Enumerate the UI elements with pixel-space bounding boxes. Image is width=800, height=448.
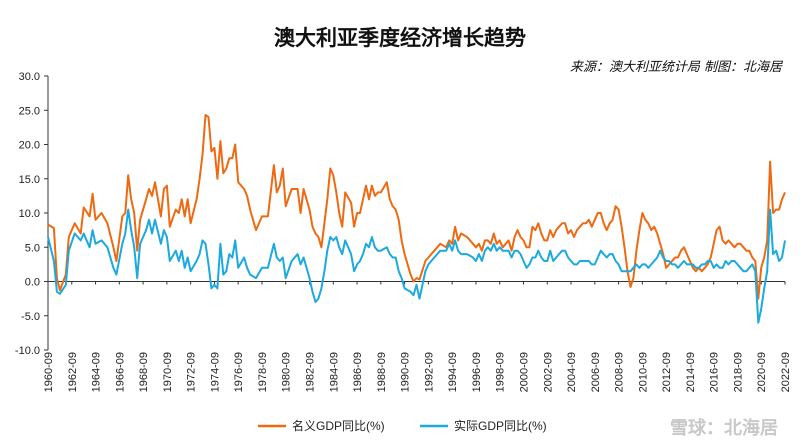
- y-tick-label: 30.0: [19, 71, 40, 83]
- series-line-real-gdp: [47, 208, 786, 324]
- y-tick-label: -5.0: [21, 311, 40, 323]
- x-tick-label: 1984-09: [328, 352, 340, 392]
- x-tick-label: 2002-09: [542, 352, 554, 392]
- legend-label: 实际GDP同比(%): [454, 418, 547, 433]
- x-tick-label: 1996-09: [471, 352, 483, 392]
- x-tick-label: 2018-09: [732, 352, 744, 392]
- x-tick-label: 2022-09: [780, 352, 792, 392]
- x-tick-label: 1972-09: [186, 352, 198, 392]
- x-tick-label: 2004-09: [566, 352, 578, 392]
- y-tick-label: 0.0: [25, 277, 40, 289]
- y-tick-label: 5.0: [25, 242, 40, 254]
- x-tick-label: 2010-09: [637, 352, 649, 392]
- series-line-nominal-gdp: [47, 114, 786, 300]
- watermark-text: 雪球：北海居: [670, 418, 778, 439]
- x-tick-label: 1978-09: [257, 352, 269, 392]
- y-tick-label: -10.0: [15, 345, 40, 357]
- x-tick-label: 2008-09: [614, 352, 626, 392]
- x-tick-label: 1976-09: [233, 352, 245, 392]
- x-tick-label: 2020-09: [756, 352, 768, 392]
- x-tick-label: 2016-09: [709, 352, 721, 392]
- x-tick-label: 1960-09: [43, 352, 55, 392]
- x-tick-label: 2006-09: [590, 352, 602, 392]
- y-tick-label: 10.0: [19, 208, 40, 220]
- y-tick-label: 15.0: [19, 174, 40, 186]
- x-tick-label: 1990-09: [400, 352, 412, 392]
- x-tick-label: 1962-09: [67, 352, 79, 392]
- x-tick-label: 2012-09: [661, 352, 673, 392]
- x-tick-label: 1966-09: [114, 352, 126, 392]
- legend-label: 名义GDP同比(%): [292, 418, 385, 433]
- chart-source: 来源：澳大利亚统计局 制图：北海居: [569, 60, 782, 75]
- y-tick-label: 20.0: [19, 140, 40, 152]
- x-tick-label: 1964-09: [91, 352, 103, 392]
- x-tick-label: 1992-09: [423, 352, 435, 392]
- x-tick-label: 1988-09: [376, 352, 388, 392]
- x-tick-label: 2014-09: [685, 352, 697, 392]
- x-tick-label: 1986-09: [352, 352, 364, 392]
- x-tick-label: 1994-09: [447, 352, 459, 392]
- x-tick-label: 2000-09: [518, 352, 530, 392]
- x-tick-label: 1970-09: [162, 352, 174, 392]
- x-tick-label: 1980-09: [281, 352, 293, 392]
- x-tick-label: 1982-09: [305, 352, 317, 392]
- x-tick-label: 1998-09: [495, 352, 507, 392]
- x-tick-label: 1974-09: [209, 352, 221, 392]
- chart-title: 澳大利亚季度经济增长趋势: [274, 26, 526, 50]
- x-tick-label: 1968-09: [138, 352, 150, 392]
- y-tick-label: 25.0: [19, 105, 40, 117]
